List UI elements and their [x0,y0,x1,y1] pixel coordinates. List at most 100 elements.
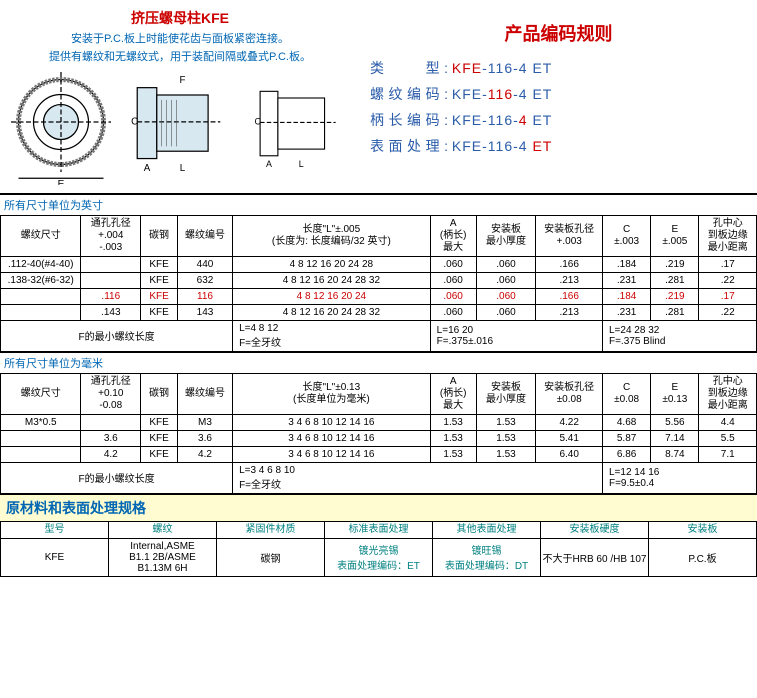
col-header: 螺纹 [109,521,217,538]
col-header: 螺纹编号 [177,215,232,256]
table-row: M3*0.5KFEM33 4 6 8 10 12 14 161.531.534.… [1,414,757,430]
cell: 5.41 [536,430,603,446]
col-header: 孔中心到板边缘最小距离 [699,373,757,414]
cell [81,414,141,430]
svg-text:L: L [180,163,186,174]
front-view-diagram: E [11,72,111,185]
cell: KFE [141,304,178,320]
cell: 4 8 12 16 20 24 28 32 [233,304,431,320]
cell: 1.53 [476,446,536,462]
cell: .219 [651,288,699,304]
cell: .060 [476,304,536,320]
col-header: 安装板硬度 [541,521,649,538]
svg-text:L: L [299,159,304,169]
col-header: 长度"L"±0.13(长度单位为毫米) [233,373,431,414]
material-table: 型号螺纹紧固件材质标准表面处理其他表面处理安装板硬度安装板 KFEInterna… [0,521,757,577]
section-inch: 所有尺寸单位为英寸 [0,194,757,215]
side-view-1: A L C F [125,73,235,183]
cell: 6.40 [536,446,603,462]
encoding-row: 螺纹编码: KFE-116-4 ET [370,84,747,104]
cell: .219 [651,256,699,272]
cell: .22 [699,304,757,320]
col-header: 安装板孔径+.003 [536,215,603,256]
cell: .17 [699,256,757,272]
table-row: 3.6KFE3.63 4 6 8 10 12 14 161.531.535.41… [1,430,757,446]
cell: 5.5 [699,430,757,446]
cell: .060 [430,272,476,288]
cell: .112-40(#4-40) [1,256,81,272]
cell: 5.87 [602,430,650,446]
col-header: E±.005 [651,215,699,256]
svg-text:E: E [58,179,65,185]
cell: 1.53 [476,414,536,430]
col-header: 长度"L"±.005(长度为: 长度编码/32 英寸) [233,215,431,256]
svg-text:F: F [179,75,185,86]
cell: .231 [602,304,650,320]
material-title: 原材料和表面处理规格 [0,494,757,521]
col-header: 碳钢 [141,373,178,414]
cell: 7.14 [651,430,699,446]
col-header: E±0.13 [651,373,699,414]
col-header: 安装板 [649,521,757,538]
cell: KFE [141,446,178,462]
cell: M3*0.5 [1,414,81,430]
section-mm: 所有尺寸单位为毫米 [0,352,757,373]
cell: 632 [177,272,232,288]
col-header: 螺纹尺寸 [1,215,81,256]
cell: .17 [699,288,757,304]
inch-table: 螺纹尺寸通孔孔径+.004-.003碳钢螺纹编号长度"L"±.005(长度为: … [0,215,757,352]
col-header: 安装板最小厚度 [476,215,536,256]
footer-row: F的最小螺纹长度L=3 4 6 8 10F=全牙纹L=12 14 16F=9.5… [1,462,757,493]
cell: 4.68 [602,414,650,430]
col-header: 螺纹编号 [177,373,232,414]
cell [81,256,141,272]
table-row: .143KFE1434 8 12 16 20 24 28 32.060.060.… [1,304,757,320]
cell: 8.74 [651,446,699,462]
cell: 440 [177,256,232,272]
col-header: 孔中心到板边缘最小距离 [699,215,757,256]
col-header: 安装板最小厚度 [476,373,536,414]
cell: 3.6 [177,430,232,446]
footer-row: F的最小螺纹长度L=4 8 12F=全牙纹L=16 20F=.375±.016L… [1,320,757,351]
cell: .060 [430,304,476,320]
desc-2: 提供有螺纹和无螺纹式，用于装配间隔或叠式P.C.板。 [4,48,356,64]
table-row: .116KFE1164 8 12 16 20 24.060.060.166.18… [1,288,757,304]
col-header: 螺纹尺寸 [1,373,81,414]
cell: KFE [141,272,178,288]
cell: 3.6 [81,430,141,446]
col-header: 通孔孔径+.004-.003 [81,215,141,256]
cell: .166 [536,256,603,272]
cell: 3 4 6 8 10 12 14 16 [233,446,431,462]
col-header: 碳钢 [141,215,178,256]
cell: 1.53 [430,414,476,430]
col-header: 安装板孔径±0.08 [536,373,603,414]
cell: 3 4 6 8 10 12 14 16 [233,430,431,446]
product-title: 挤压螺母柱KFE [4,8,356,28]
cell [1,446,81,462]
mm-table: 螺纹尺寸通孔孔径+0.10-0.08碳钢螺纹编号长度"L"±0.13(长度单位为… [0,373,757,494]
cell: 4.2 [81,446,141,462]
cell: KFE [141,288,178,304]
col-header: A(柄长)最大 [430,215,476,256]
table-row: .138-32(#6-32)KFE6324 8 12 16 20 24 28 3… [1,272,757,288]
cell [1,430,81,446]
svg-text:A: A [266,159,272,169]
cell: 116 [177,288,232,304]
cell: .060 [476,272,536,288]
col-header: A(柄长)最大 [430,373,476,414]
encoding-panel: 产品编码规则 类 型: KFE-116-4 ET螺纹编码: KFE-116-4 … [360,0,757,193]
cell: 1.53 [430,430,476,446]
cell: KFE [141,256,178,272]
cell: 4.2 [177,446,232,462]
cell: 4 8 12 16 20 24 28 [233,256,431,272]
cell: M3 [177,414,232,430]
encoding-row: 柄长编码: KFE-116-4 ET [370,110,747,130]
cell: 4.4 [699,414,757,430]
header-left: 挤压螺母柱KFE 安装于P.C.板上时能使花齿与面板紧密连接。 提供有螺纹和无螺… [0,0,360,193]
cell: .281 [651,304,699,320]
table-row: .112-40(#4-40) KFE4404 8 12 16 20 24 28.0… [1,256,757,272]
cell: .281 [651,272,699,288]
col-header: C±.003 [602,215,650,256]
cell: .166 [536,288,603,304]
cell: .060 [430,256,476,272]
